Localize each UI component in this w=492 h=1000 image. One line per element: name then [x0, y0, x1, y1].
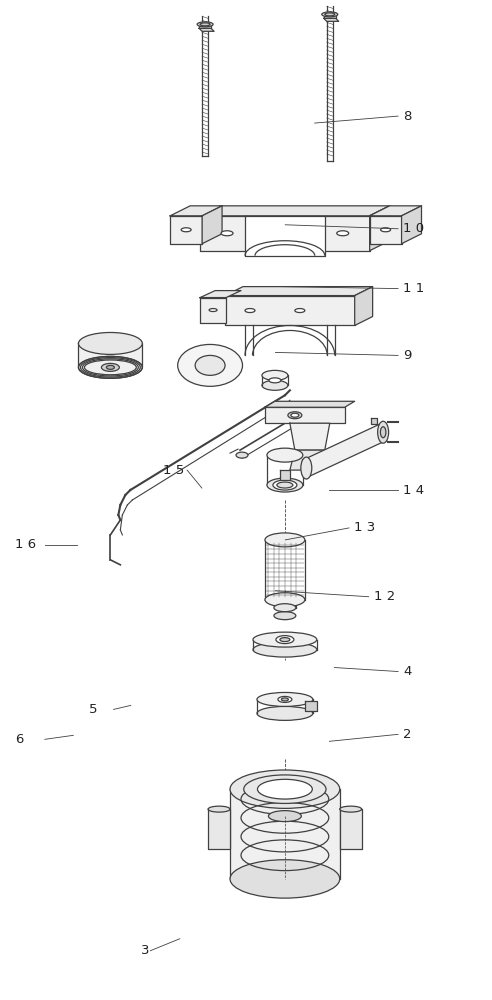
Polygon shape: [230, 789, 340, 879]
Ellipse shape: [322, 12, 338, 17]
Text: 1 5: 1 5: [162, 464, 184, 477]
Polygon shape: [200, 291, 241, 298]
Ellipse shape: [269, 378, 281, 383]
Ellipse shape: [101, 363, 120, 371]
Ellipse shape: [181, 228, 191, 232]
Ellipse shape: [301, 457, 312, 479]
Text: 1 1: 1 1: [403, 282, 424, 295]
Polygon shape: [225, 296, 355, 325]
Text: 2: 2: [403, 728, 411, 741]
Polygon shape: [324, 18, 338, 21]
Polygon shape: [401, 206, 422, 244]
Ellipse shape: [244, 775, 326, 803]
Ellipse shape: [274, 612, 296, 620]
Ellipse shape: [325, 13, 335, 16]
Polygon shape: [79, 343, 142, 367]
Ellipse shape: [380, 427, 386, 438]
Polygon shape: [303, 424, 387, 476]
Polygon shape: [200, 206, 390, 216]
Ellipse shape: [209, 309, 217, 312]
Polygon shape: [369, 206, 422, 216]
Text: 3: 3: [141, 944, 149, 957]
Text: 1 3: 1 3: [354, 521, 375, 534]
Ellipse shape: [230, 770, 340, 808]
Ellipse shape: [281, 698, 288, 701]
Ellipse shape: [280, 638, 290, 642]
Ellipse shape: [178, 344, 243, 386]
Polygon shape: [225, 287, 372, 296]
Ellipse shape: [253, 642, 317, 657]
Polygon shape: [371, 418, 377, 424]
Ellipse shape: [257, 692, 313, 706]
Ellipse shape: [340, 806, 362, 812]
Ellipse shape: [278, 696, 292, 702]
Text: 1 4: 1 4: [403, 484, 424, 497]
Polygon shape: [290, 450, 325, 470]
Text: 6: 6: [15, 733, 24, 746]
Polygon shape: [265, 407, 345, 423]
Ellipse shape: [273, 480, 297, 490]
Ellipse shape: [288, 412, 302, 419]
Ellipse shape: [262, 380, 288, 390]
Text: 9: 9: [403, 349, 411, 362]
Ellipse shape: [274, 604, 296, 612]
Ellipse shape: [337, 231, 349, 236]
Ellipse shape: [378, 421, 389, 443]
Polygon shape: [369, 206, 390, 251]
Text: 1 2: 1 2: [373, 590, 395, 603]
Polygon shape: [199, 28, 214, 31]
Ellipse shape: [295, 309, 305, 313]
Ellipse shape: [257, 706, 313, 720]
Ellipse shape: [197, 22, 213, 27]
Polygon shape: [245, 216, 325, 256]
Text: 8: 8: [403, 110, 411, 123]
Polygon shape: [200, 298, 226, 323]
Ellipse shape: [79, 356, 142, 378]
Ellipse shape: [230, 860, 340, 898]
Ellipse shape: [200, 23, 210, 26]
Polygon shape: [170, 206, 222, 216]
Ellipse shape: [277, 482, 293, 488]
Polygon shape: [355, 287, 372, 325]
Ellipse shape: [269, 811, 301, 822]
Ellipse shape: [106, 365, 114, 369]
Ellipse shape: [276, 636, 294, 644]
Ellipse shape: [253, 632, 317, 647]
Polygon shape: [208, 809, 230, 849]
Ellipse shape: [195, 355, 225, 375]
Ellipse shape: [291, 413, 299, 417]
Ellipse shape: [79, 332, 142, 354]
Ellipse shape: [257, 779, 312, 799]
Polygon shape: [199, 24, 211, 28]
Ellipse shape: [265, 533, 305, 547]
Ellipse shape: [245, 309, 255, 313]
Text: 1 0: 1 0: [403, 222, 424, 235]
Text: 4: 4: [403, 665, 411, 678]
Polygon shape: [305, 701, 317, 711]
Polygon shape: [280, 470, 290, 480]
Polygon shape: [200, 216, 369, 251]
Polygon shape: [324, 14, 336, 18]
Text: 5: 5: [89, 703, 97, 716]
Polygon shape: [340, 809, 362, 849]
Ellipse shape: [265, 593, 305, 607]
Polygon shape: [170, 216, 202, 244]
Polygon shape: [297, 784, 307, 794]
Polygon shape: [369, 216, 401, 244]
Ellipse shape: [267, 448, 303, 462]
Polygon shape: [265, 401, 355, 407]
Ellipse shape: [221, 231, 233, 236]
Ellipse shape: [262, 370, 288, 380]
Polygon shape: [202, 206, 222, 244]
Ellipse shape: [381, 228, 391, 232]
Ellipse shape: [236, 452, 248, 458]
Polygon shape: [290, 423, 330, 450]
Ellipse shape: [267, 478, 303, 492]
Text: 1 6: 1 6: [15, 538, 36, 551]
Ellipse shape: [208, 806, 230, 812]
